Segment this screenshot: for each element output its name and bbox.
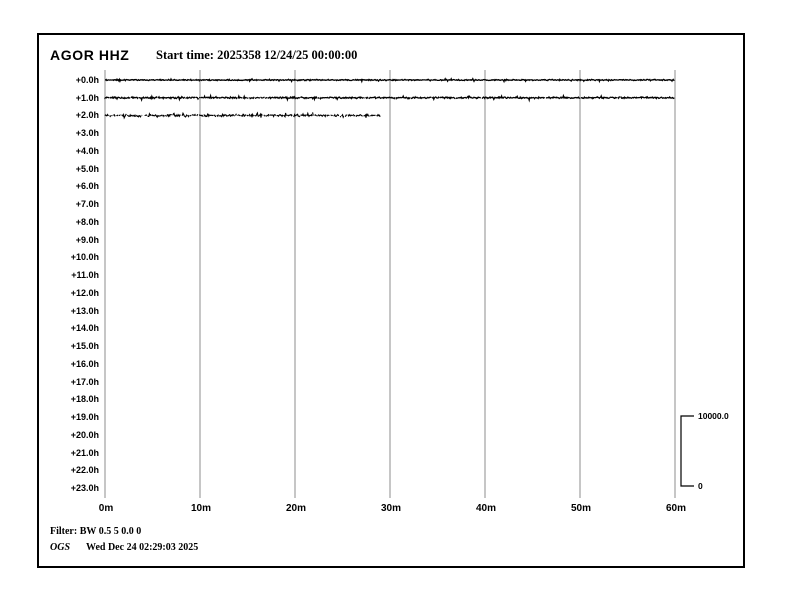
row-label: +5.0h: [75, 163, 99, 174]
x-tick-label: 20m: [285, 503, 307, 514]
row-label: +14.0h: [70, 323, 99, 334]
agency-timestamp-line: OGS Wed Dec 24 02:29:03 2025: [50, 542, 198, 553]
row-label: +17.0h: [70, 376, 99, 387]
render-timestamp: Wed Dec 24 02:29:03 2025: [86, 542, 199, 553]
agency-logo-text: OGS: [50, 542, 71, 553]
amplitude-scale-min-label: 0: [698, 481, 703, 491]
x-tick-label: 0m: [98, 503, 114, 514]
x-tick-label: 30m: [380, 503, 402, 514]
row-label: +1.0h: [75, 92, 99, 103]
filter-settings-label: Filter: BW 0.5 5 0.0 0: [50, 526, 142, 537]
row-label: +23.0h: [70, 483, 99, 493]
row-label: +12.0h: [70, 287, 99, 298]
row-label: +10.0h: [70, 252, 99, 263]
x-tick-label: 60m: [665, 503, 687, 514]
start-time-label: Start time: 2025358 12/24/25 00:00:00: [156, 48, 358, 62]
row-label: +11.0h: [71, 270, 99, 281]
row-label: +16.0h: [70, 358, 99, 369]
row-label: +2.0h: [75, 110, 99, 121]
row-label: +8.0h: [75, 216, 99, 227]
amplitude-scale-max-label: 10000.0: [698, 411, 729, 421]
row-label: +0.0h: [75, 75, 99, 85]
row-label: +19.0h: [70, 412, 99, 423]
row-label: +4.0h: [75, 145, 99, 156]
row-label: +7.0h: [75, 199, 99, 210]
row-label: +21.0h: [70, 447, 99, 458]
row-label: +20.0h: [70, 429, 99, 440]
row-label: +9.0h: [75, 234, 99, 245]
plot-outer-frame: [37, 33, 745, 568]
x-tick-label: 40m: [475, 503, 497, 514]
x-tick-label: 10m: [190, 503, 212, 514]
x-tick-label: 50m: [570, 503, 592, 514]
row-label: +3.0h: [75, 128, 99, 139]
page-title: AGOR HHZ: [50, 47, 130, 63]
row-label: +15.0h: [70, 341, 99, 352]
row-label: +13.0h: [70, 305, 99, 316]
row-label: +6.0h: [75, 181, 99, 192]
row-label: +18.0h: [70, 394, 99, 405]
row-label: +22.0h: [70, 465, 99, 476]
